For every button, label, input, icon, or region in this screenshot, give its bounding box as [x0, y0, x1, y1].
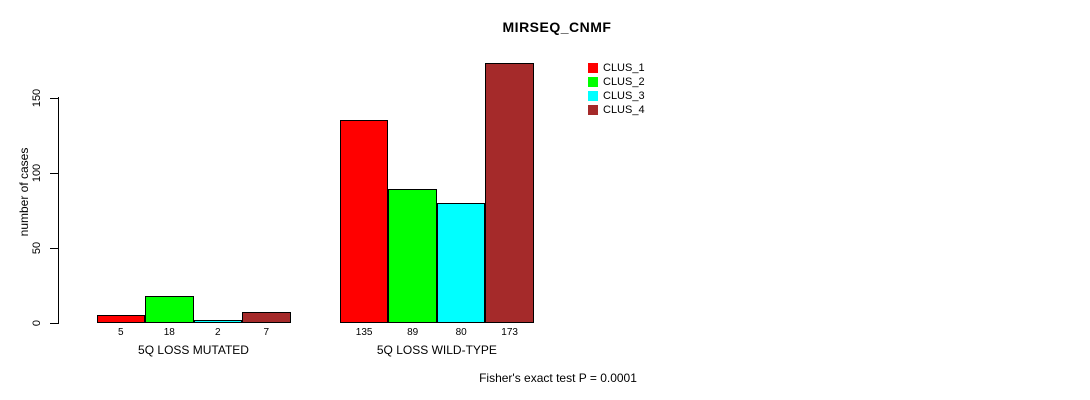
- legend-item-clus_1: CLUS_1: [588, 61, 645, 75]
- bar-value-label: 7: [263, 327, 270, 338]
- stat-annotation: Fisher's exact test P = 0.0001: [479, 371, 637, 385]
- y-tick-mark: [50, 322, 58, 324]
- bar-clus_1-1: [96, 315, 145, 323]
- legend-item-clus_4: CLUS_4: [588, 103, 645, 117]
- bar-clus_2-1: [145, 296, 194, 323]
- legend: CLUS_1 CLUS_2 CLUS_3 CLUS_4: [588, 61, 645, 117]
- y-tick-label: 150: [31, 88, 43, 108]
- bar-clus_3-2: [436, 203, 486, 323]
- bar-clus_3-1: [193, 320, 242, 323]
- legend-swatch-clus_3: [588, 91, 598, 101]
- legend-label: CLUS_1: [603, 62, 645, 74]
- legend-item-clus_2: CLUS_2: [588, 75, 645, 89]
- bar-clus_1-2: [339, 120, 389, 323]
- y-tick-label: 0: [31, 319, 43, 327]
- bar-clus_2-2: [388, 189, 437, 323]
- legend-label: CLUS_4: [603, 104, 645, 116]
- chart-title: MIRSEQ_CNMF: [502, 19, 612, 35]
- legend-item-clus_3: CLUS_3: [588, 89, 645, 103]
- legend-label: CLUS_3: [603, 90, 645, 102]
- bar-value-label: 5: [117, 327, 124, 338]
- y-axis-label: number of cases: [17, 147, 31, 237]
- y-tick-label: 50: [31, 241, 43, 255]
- legend-swatch-clus_4: [588, 105, 598, 115]
- y-tick-mark: [50, 172, 58, 174]
- category-label: 5Q LOSS WILD-TYPE: [376, 343, 497, 357]
- bar-value-label: 89: [407, 327, 419, 338]
- legend-swatch-clus_2: [588, 77, 598, 87]
- legend-label: CLUS_2: [603, 76, 645, 88]
- y-tick-mark: [50, 247, 58, 249]
- category-label: 5Q LOSS MUTATED: [138, 343, 249, 357]
- y-tick-label: 100: [31, 163, 43, 183]
- bar-value-label: 135: [355, 327, 373, 338]
- bar-value-label: 80: [455, 327, 467, 338]
- bar-value-label: 173: [501, 327, 518, 338]
- bar-value-label: 2: [214, 327, 221, 338]
- legend-swatch-clus_1: [588, 63, 598, 73]
- y-tick-mark: [50, 97, 58, 99]
- bar-value-label: 18: [163, 327, 175, 338]
- y-axis-line: [58, 97, 59, 324]
- bar-clus_4-2: [485, 63, 534, 323]
- bar-clus_4-1: [242, 312, 291, 323]
